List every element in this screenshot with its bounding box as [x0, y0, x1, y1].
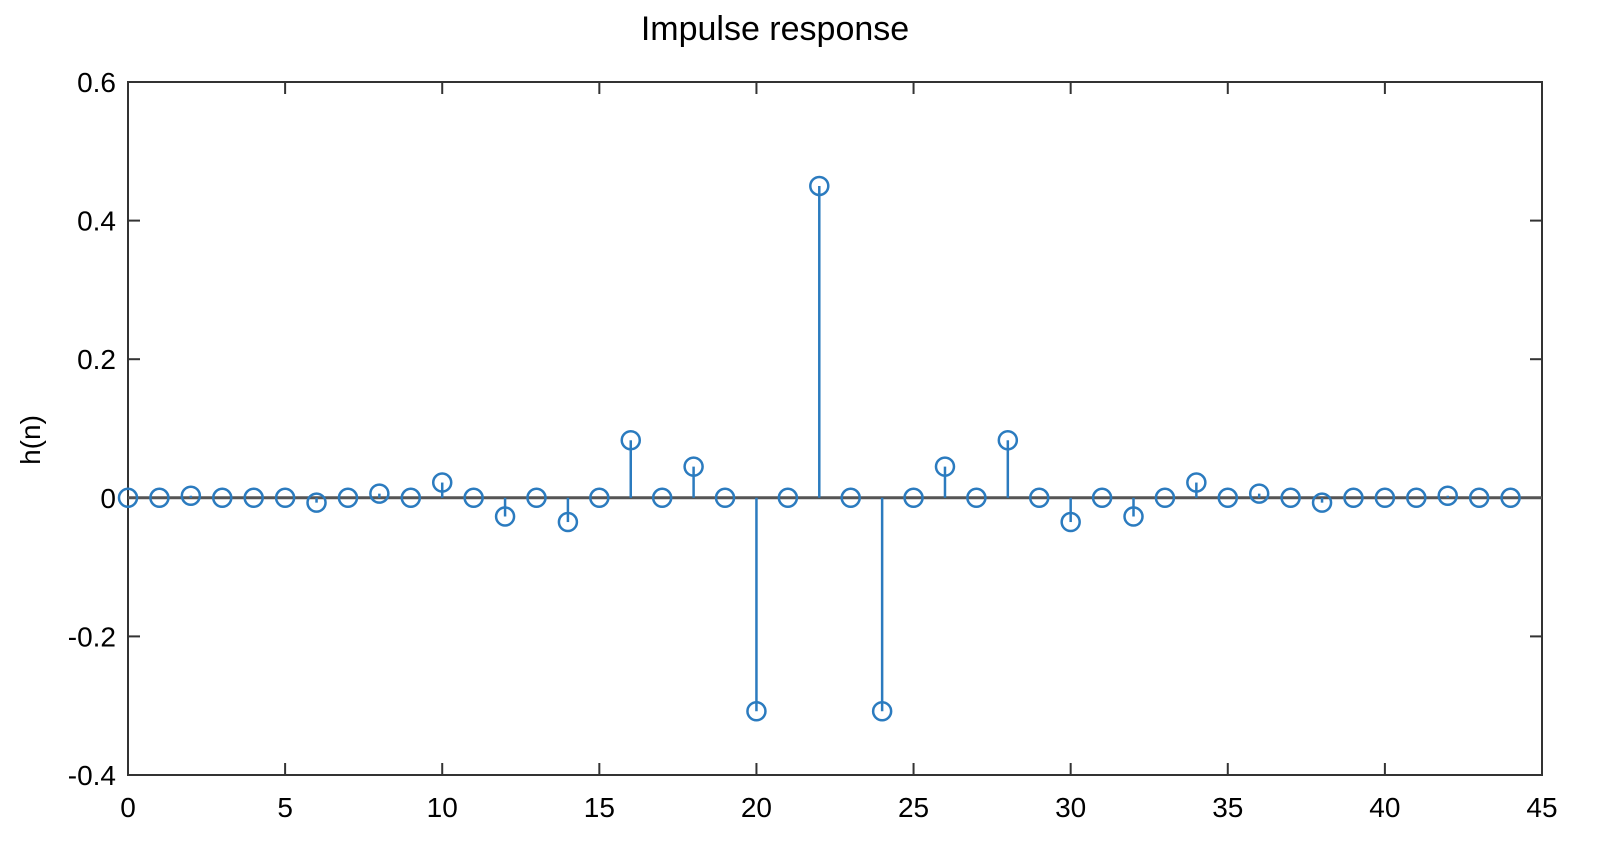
x-tick-label: 45 [1526, 792, 1557, 823]
stem-marker [620, 430, 642, 451]
y-axis-label: h(n) [15, 415, 46, 465]
stem-marker [840, 487, 861, 509]
x-tick-label: 10 [427, 792, 458, 823]
x-tick-label: 5 [277, 792, 293, 823]
stem-marker [966, 487, 987, 509]
stem-marker [1028, 487, 1050, 509]
x-tick-label: 0 [120, 792, 136, 823]
stem-marker [1217, 487, 1239, 509]
stem-marker [1406, 487, 1427, 509]
x-tick-label: 35 [1212, 792, 1243, 823]
stem-marker [337, 487, 359, 509]
x-tick-label: 25 [898, 792, 929, 823]
stem-marker [400, 487, 422, 509]
stem-marker [871, 700, 893, 722]
stem-marker [149, 487, 170, 509]
stem-marker [1343, 487, 1364, 509]
stem-marker [1060, 511, 1081, 533]
stem-marker [651, 487, 673, 509]
stem-marker [934, 456, 956, 477]
y-tick-label: -0.4 [68, 760, 116, 791]
x-tick-label: 15 [584, 792, 615, 823]
stem-marker [1091, 487, 1113, 509]
stem-marker [117, 487, 139, 509]
stem-marker [1311, 492, 1333, 513]
plot-frame [127, 81, 1543, 776]
stem-marker [1154, 487, 1176, 509]
stem-marker [1374, 487, 1396, 509]
x-tick-label: 40 [1369, 792, 1400, 823]
stem-marker [1248, 483, 1270, 504]
stem-marker [212, 487, 233, 509]
stem-marker [746, 700, 767, 722]
stem-marker [494, 506, 516, 527]
stem-marker [589, 487, 610, 509]
stem-marker [1280, 487, 1301, 509]
stem-marker [306, 492, 327, 513]
stem-marker [683, 456, 704, 477]
stem-marker [526, 487, 547, 509]
y-tick-label: -0.2 [68, 621, 116, 652]
stem-marker [809, 175, 830, 197]
stem-marker [431, 472, 453, 493]
stem-marker [369, 483, 390, 504]
chart-title: Impulse response [641, 10, 909, 48]
stem-marker [180, 485, 202, 506]
stem-marker [274, 487, 296, 509]
stem-marker [243, 487, 264, 509]
stem-marker [1468, 487, 1490, 509]
stem-marker [997, 430, 1019, 451]
y-tick-label: 0.2 [77, 344, 116, 375]
y-tick-label: 0.6 [77, 67, 116, 98]
y-tick-label: 0 [100, 483, 116, 514]
x-tick-label: 30 [1055, 792, 1086, 823]
stem-marker [1123, 506, 1144, 527]
stem-marker [777, 487, 799, 509]
stem-marker [1500, 487, 1521, 509]
stem-marker [1437, 485, 1458, 506]
stem-marker [1186, 472, 1207, 493]
stem-marker [714, 487, 736, 509]
stem-marker [463, 487, 484, 509]
y-tick-label: 0.4 [77, 206, 116, 237]
stem-marker [903, 487, 924, 509]
stem-marker [557, 511, 579, 533]
x-tick-label: 20 [741, 792, 772, 823]
